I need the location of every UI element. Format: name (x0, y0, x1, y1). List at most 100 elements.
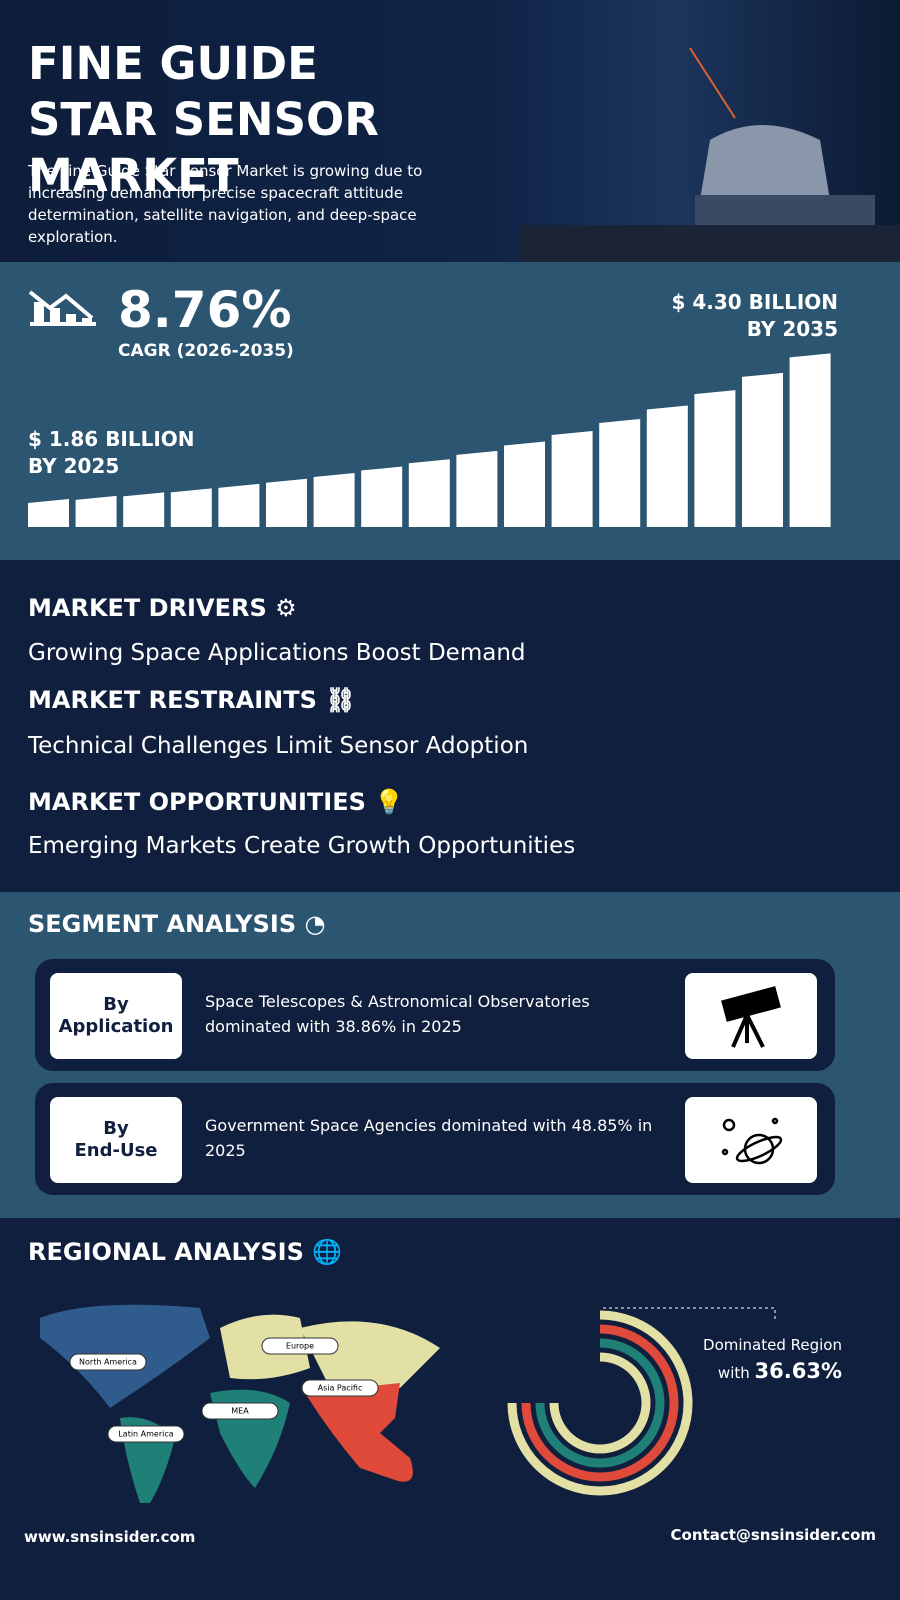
dominated-note: Dominated Region with 36.63% (703, 1332, 842, 1386)
regional-analysis: REGIONAL ANALYSIS 🌐 North America Europe A… (0, 1218, 900, 1600)
ring-arc (507, 1310, 693, 1496)
icon-part (731, 1014, 749, 1048)
growth-bar (170, 488, 212, 527)
callout (69, 1353, 147, 1371)
callout (107, 1425, 185, 1443)
drivers-text: Growing Space Applications Boost Demand (28, 640, 526, 666)
region-label: North America (79, 1358, 137, 1367)
segment-card: By Application Space Telescopes & Astrono… (35, 959, 835, 1071)
callout (201, 1402, 279, 1420)
region-label: Latin America (118, 1430, 173, 1439)
growth-bar (789, 353, 831, 527)
growth-bar (694, 390, 736, 527)
leader (603, 1307, 776, 1322)
icon-part (721, 1148, 729, 1156)
start-value: $ 1.86 BILLION (28, 427, 195, 451)
region-label: Europe (286, 1342, 314, 1351)
growth-bar (504, 441, 545, 527)
ring-arc (521, 1324, 679, 1482)
description: The Fine Guide Star Sensor Market is gro… (28, 162, 423, 246)
growth-bar (408, 459, 450, 527)
heading-text: REGIONAL ANALYSIS (28, 1238, 304, 1266)
ring-chart (507, 1310, 693, 1496)
growth-panel: 8.76% CAGR (2026-2035) $ 4.30 BILLION BY… (0, 262, 900, 560)
website: www.snsinsider.com (24, 1528, 196, 1546)
segment-title: SEGMENT ANALYSIS ◔ (28, 910, 326, 938)
dominated-prefix: with (717, 1364, 750, 1382)
icon-part (735, 1135, 783, 1163)
icon-part (745, 1014, 765, 1048)
segment-text: Government Space Agencies dominated with… (205, 1116, 653, 1160)
label-line: By (103, 1118, 129, 1139)
segment-analysis: SEGMENT ANALYSIS ◔ By Application Space T… (0, 892, 900, 1218)
growth-bar (75, 495, 117, 527)
heading-text: MARKET OPPORTUNITIES (28, 788, 366, 816)
label-line: End-Use (74, 1140, 158, 1161)
growth-bar (551, 430, 593, 527)
growth-bar (361, 466, 403, 527)
map-asia-north (300, 1321, 440, 1388)
growth-bar (742, 372, 783, 527)
label-line: By (103, 994, 129, 1015)
growth-bar (456, 450, 498, 527)
header: FINE GUIDE STAR SENSOR MARKET The Fine G… (0, 0, 900, 262)
segment-text: Space Telescopes & Astronomical Observat… (205, 992, 590, 1036)
label-line: Application (58, 1016, 174, 1037)
ground (520, 225, 900, 262)
icon (721, 986, 781, 1048)
end-value: $ 4.30 BILLION (671, 290, 838, 314)
laser (689, 47, 736, 119)
heading-text: MARKET RESTRAINTS (28, 686, 317, 714)
observatory-art (520, 47, 900, 262)
icon-part (34, 302, 44, 322)
icon-part (722, 1118, 736, 1132)
market-dynamics: MARKET DRIVERS ⚙ Growing Space Applicati… (0, 560, 900, 892)
growth-bar (266, 478, 307, 527)
ring-arc (535, 1338, 665, 1468)
growth-bar (218, 483, 260, 527)
callout (261, 1337, 339, 1355)
segment-card: By End-Use Government Space Agencies domi… (35, 1083, 835, 1195)
start-year: BY 2025 (28, 454, 120, 478)
opportunities-heading: MARKET OPPORTUNITIES 💡 (28, 788, 405, 816)
cagr: 8.76% (118, 281, 292, 339)
icon-part (30, 322, 96, 326)
drivers-heading: MARKET DRIVERS ⚙ (28, 594, 297, 622)
dome (700, 125, 830, 200)
icon-part (721, 986, 781, 1022)
icon-part (28, 290, 94, 320)
growth-bar (28, 499, 69, 527)
title: FINE GUIDE STAR SENSOR MARKET (28, 37, 379, 202)
building (695, 195, 875, 225)
end-year: BY 2035 (746, 317, 838, 341)
icon-part (50, 308, 60, 322)
restraints-text: Technical Challenges Limit Sensor Adopti… (28, 733, 529, 759)
restraints-heading: MARKET RESTRAINTS ⛓ (28, 686, 356, 714)
callout (301, 1379, 379, 1397)
growth-bar (123, 492, 165, 527)
region-label: Asia Pacific (318, 1384, 363, 1393)
growth-bar (599, 418, 641, 527)
regional-title: REGIONAL ANALYSIS 🌐 (28, 1238, 343, 1266)
heading-text: MARKET DRIVERS (28, 594, 267, 622)
icon-part (771, 1117, 779, 1125)
icon-part (82, 318, 92, 322)
segment-label: By End-Use (50, 1097, 182, 1183)
map-asia-pacific (305, 1383, 413, 1482)
dominated-line: with 36.63% (703, 1358, 842, 1386)
region-label: MEA (231, 1407, 249, 1416)
telescope-icon (685, 973, 817, 1059)
heading-text: SEGMENT ANALYSIS (28, 910, 297, 938)
dominated-value: 36.63% (754, 1359, 842, 1383)
cagr-label: CAGR (2026-2035) (118, 341, 294, 361)
growth-art (28, 290, 831, 527)
planet-icon (685, 1097, 817, 1183)
growth-bar (313, 473, 355, 527)
contact: Contact@snsinsider.com (670, 1526, 876, 1544)
growth-bar (646, 405, 688, 527)
segment-label: By Application (50, 973, 182, 1059)
icon-part (66, 314, 76, 322)
ring-arc (549, 1352, 651, 1454)
